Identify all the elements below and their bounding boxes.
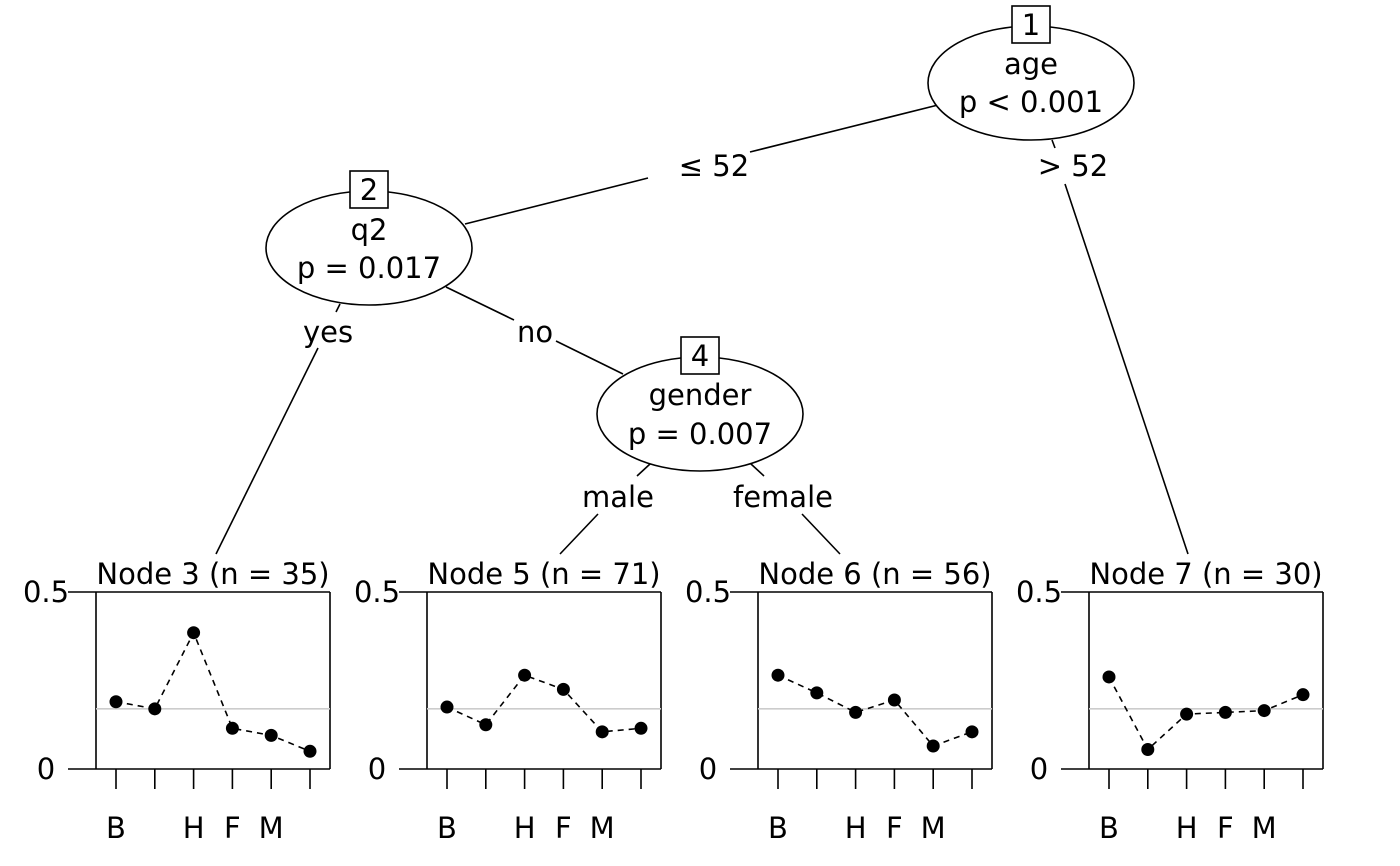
data-point: [148, 702, 162, 716]
node-1-id: 1: [1022, 8, 1040, 42]
edge-1-7-line-b: [1064, 183, 1189, 555]
y-tick-label-min: 0: [37, 752, 55, 786]
x-tick-label: B: [437, 811, 457, 845]
series-line: [777, 674, 973, 747]
terminal-node-panel-2: Node 5 (n = 71) 0 0.5 B H F M: [354, 557, 662, 845]
data-point: [264, 728, 278, 742]
x-tick-label: M: [921, 811, 946, 845]
node-2-p-value: p = 0.017: [297, 251, 441, 285]
node-4-variable: gender: [649, 378, 752, 412]
node-1-variable: age: [1004, 47, 1058, 81]
data-point: [1102, 670, 1116, 684]
x-tick-label: B: [1099, 811, 1119, 845]
data-point: [1180, 707, 1194, 721]
y-tick-label-min: 0: [699, 752, 717, 786]
y-tick-label-max: 0.5: [354, 575, 400, 609]
x-tick-label: M: [259, 811, 284, 845]
node-2-variable: q2: [351, 213, 388, 247]
edge-2-3-line-a: [335, 303, 341, 313]
node-4-id-box: [680, 336, 720, 375]
node-4-id: 4: [691, 339, 709, 373]
x-tick-label: M: [1252, 811, 1277, 845]
edge-4-6-line-b: [801, 513, 841, 555]
edge-labels: ≤ 52 > 52 yes no male female: [303, 149, 1108, 514]
node-1-id-box: [1011, 5, 1051, 44]
terminal-node-panel-1: Node 3 (n = 35) 0 0.5 B H F M: [23, 557, 331, 845]
data-point: [1296, 688, 1310, 702]
data-point: [965, 725, 979, 739]
y-tick-label-max: 0.5: [685, 575, 731, 609]
edge-label-male: male: [582, 480, 654, 514]
node-2-id: 2: [360, 173, 378, 207]
x-tick-label: F: [1217, 811, 1234, 845]
edge-2-3-line-b: [215, 347, 319, 555]
node-4-p-value: p = 0.007: [628, 417, 772, 451]
terminal-node-panel-4: Node 7 (n = 30) 0 0.5 B H F M: [1016, 557, 1324, 845]
edge-2-4-line-b: [555, 340, 624, 375]
y-tick-label-min: 0: [368, 752, 386, 786]
edge-label-no: no: [517, 315, 553, 349]
y-tick-label-max: 0.5: [23, 575, 69, 609]
data-point: [303, 744, 317, 758]
series-line: [446, 674, 642, 733]
data-point: [440, 700, 454, 714]
edge-4-5-line-a: [636, 463, 651, 477]
data-point: [634, 721, 648, 735]
data-point: [926, 739, 940, 753]
edge-label-female: female: [733, 480, 833, 514]
x-tick-label: B: [768, 811, 788, 845]
data-point: [518, 668, 532, 682]
x-tick-label: H: [514, 811, 536, 845]
edge-2-4-line-a: [445, 286, 515, 321]
data-point: [849, 705, 863, 719]
data-point: [187, 626, 201, 640]
data-point: [1141, 743, 1155, 757]
y-tick-label-max: 0.5: [1016, 575, 1062, 609]
data-point: [109, 695, 123, 709]
node-1-p-value: p < 0.001: [959, 85, 1103, 119]
data-point: [771, 668, 785, 682]
edge-1-2-line-a: [749, 104, 939, 153]
edge-label-le-52: ≤ 52: [679, 149, 749, 183]
y-tick-label-min: 0: [1030, 752, 1048, 786]
series-line: [1108, 676, 1304, 751]
x-tick-label: F: [224, 811, 241, 845]
edge-1-7-line-a: [1051, 139, 1056, 149]
inner-node-2: 2 q2 p = 0.017: [265, 170, 473, 306]
x-tick-label: M: [590, 811, 615, 845]
data-point: [225, 721, 239, 735]
panel-title: Node 3 (n = 35): [96, 557, 329, 591]
x-tick-label: F: [555, 811, 572, 845]
data-point: [479, 718, 493, 732]
tree-edges: [215, 104, 1189, 555]
edge-label-yes: yes: [303, 315, 353, 349]
data-point: [1218, 705, 1232, 719]
panel-title: Node 6 (n = 56): [758, 557, 991, 591]
x-tick-label: F: [886, 811, 903, 845]
x-tick-label: H: [1176, 811, 1198, 845]
x-tick-label: H: [183, 811, 205, 845]
data-point: [556, 682, 570, 696]
series-line: [115, 630, 311, 753]
node-2-id-box: [349, 170, 389, 209]
data-point: [887, 693, 901, 707]
data-point: [595, 725, 609, 739]
data-point: [1257, 704, 1271, 718]
edge-4-5-line-b: [559, 513, 599, 555]
edge-4-6-line-a: [750, 463, 765, 477]
edge-label-gt-52: > 52: [1038, 149, 1108, 183]
panel-title: Node 5 (n = 71): [427, 557, 660, 591]
x-tick-label: H: [845, 811, 867, 845]
x-tick-label: B: [106, 811, 126, 845]
panel-title: Node 7 (n = 30): [1089, 557, 1322, 591]
edge-1-2-line-b: [464, 177, 649, 225]
inner-node-4: 4 gender p = 0.007: [596, 336, 804, 472]
terminal-node-panel-3: Node 6 (n = 56) 0 0.5 B H F M: [685, 557, 993, 845]
data-point: [810, 686, 824, 700]
inner-node-1: 1 age p < 0.001: [927, 5, 1135, 141]
